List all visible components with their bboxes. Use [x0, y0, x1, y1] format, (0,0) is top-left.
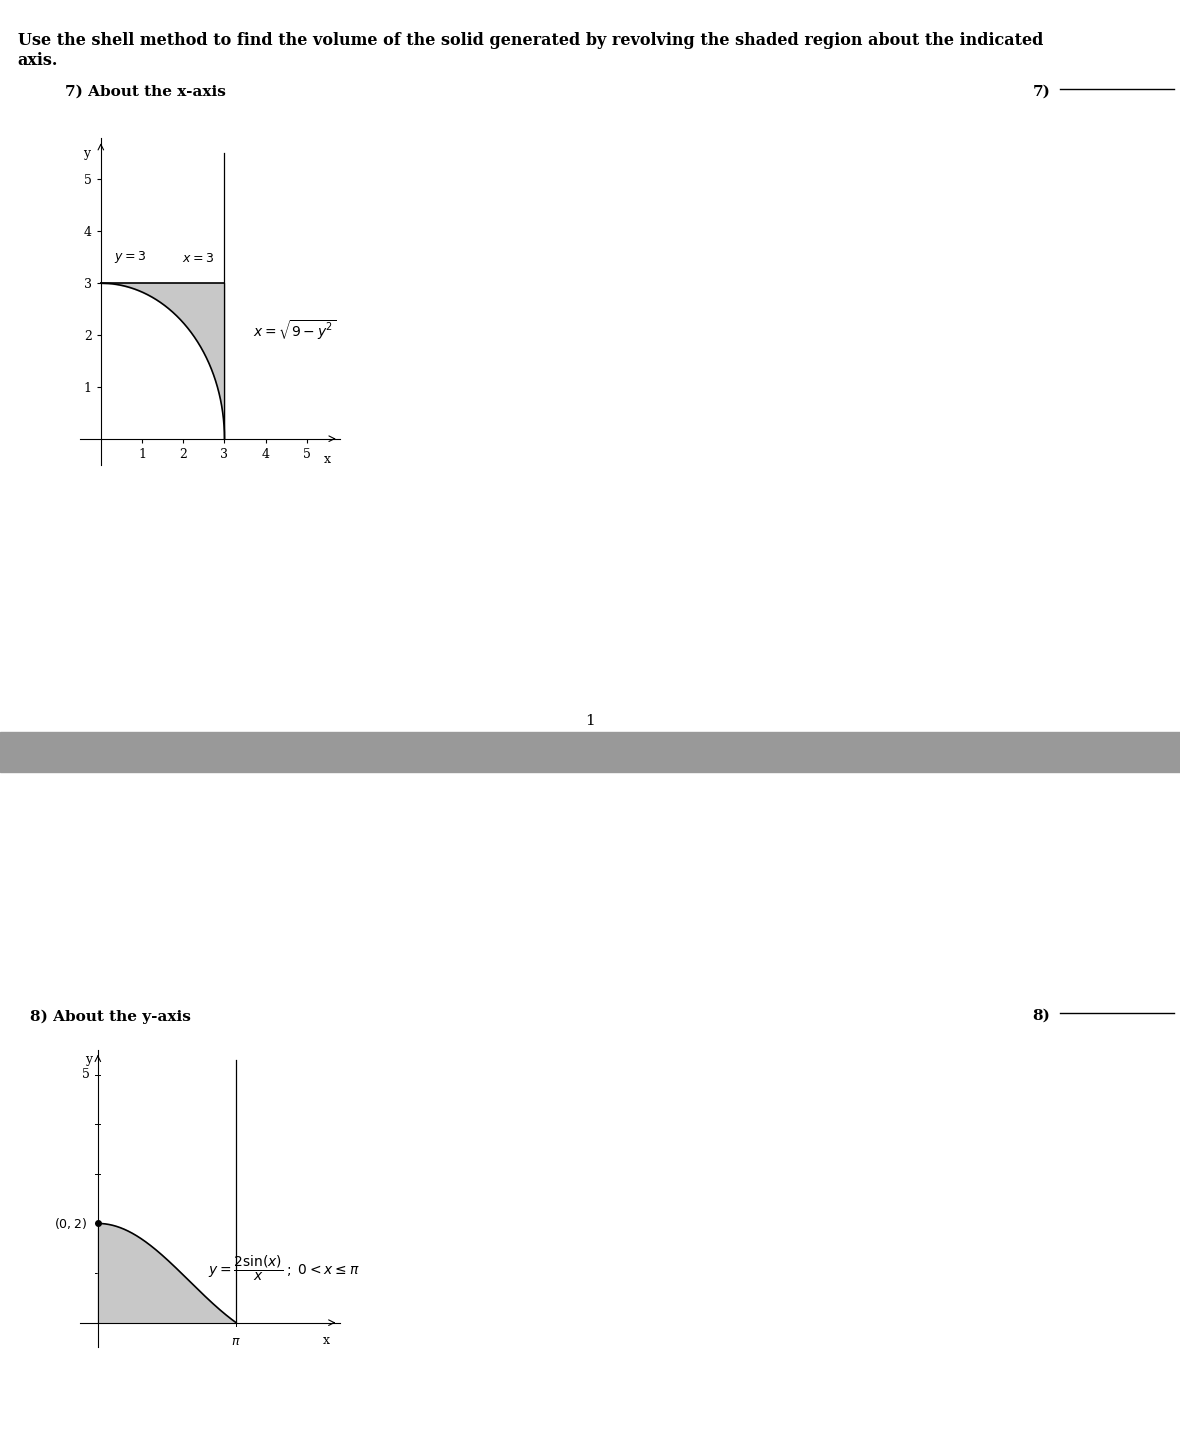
Text: 8): 8): [1032, 1009, 1050, 1024]
Text: 8) About the y-axis: 8) About the y-axis: [30, 1009, 190, 1024]
Text: 5: 5: [83, 1069, 90, 1082]
Text: $y = 3$: $y = 3$: [113, 248, 145, 264]
Text: x: x: [323, 1333, 330, 1346]
Text: 7): 7): [1032, 84, 1050, 99]
Text: $y = \dfrac{2\sin(x)}{x} \;;\; 0 < x \leq \pi$: $y = \dfrac{2\sin(x)}{x} \;;\; 0 < x \le…: [208, 1253, 360, 1282]
Text: y: y: [85, 1053, 92, 1066]
Text: y: y: [83, 147, 90, 160]
Text: Use the shell method to find the volume of the solid generated by revolving the : Use the shell method to find the volume …: [18, 32, 1043, 68]
Text: x: x: [324, 453, 330, 466]
Text: $x = \sqrt{9 - y^2}$: $x = \sqrt{9 - y^2}$: [254, 318, 336, 341]
Text: $x = 3$: $x = 3$: [182, 253, 214, 264]
Text: 1: 1: [585, 714, 595, 729]
Text: $(0, 2)$: $(0, 2)$: [54, 1215, 87, 1231]
Text: $\pi$: $\pi$: [231, 1334, 241, 1347]
Text: 7) About the x-axis: 7) About the x-axis: [65, 84, 225, 99]
